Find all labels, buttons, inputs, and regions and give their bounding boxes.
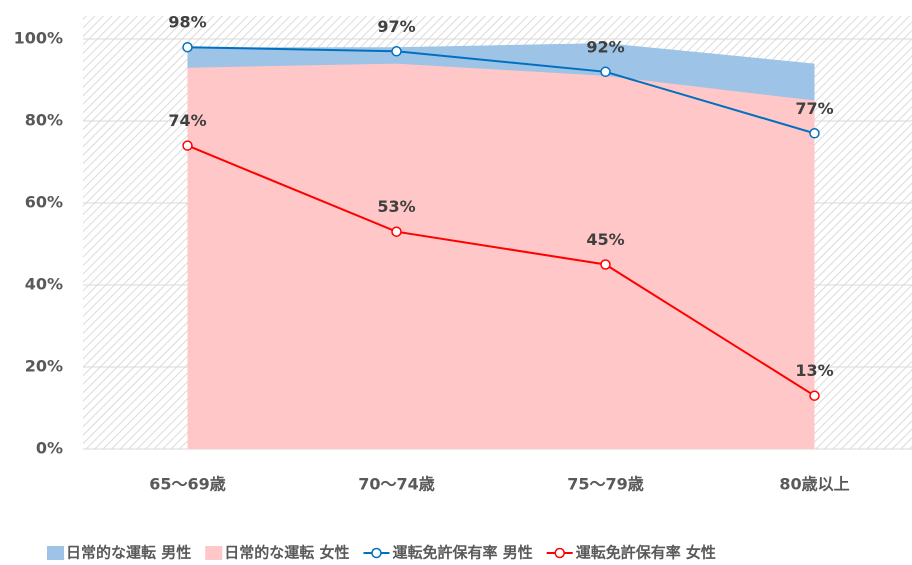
line xyxy=(187,144,816,397)
point xyxy=(809,390,820,401)
point xyxy=(600,66,611,78)
point xyxy=(809,128,820,139)
data-label: 97% xyxy=(377,17,415,36)
y-tick-label: 0% xyxy=(36,439,63,458)
y-tick-label: 80% xyxy=(25,111,63,130)
legend-label: 運転免許保有率 女性 xyxy=(576,544,716,562)
legend-swatch xyxy=(205,546,223,560)
data-label: 74% xyxy=(168,111,206,130)
legend-marker xyxy=(554,547,565,559)
y-tick-label: 60% xyxy=(25,193,63,212)
data-label: 13% xyxy=(795,361,833,380)
area xyxy=(187,63,815,449)
data-label: 77% xyxy=(795,99,833,118)
point xyxy=(182,41,193,53)
data-label: 92% xyxy=(586,37,624,56)
x-tick-label: 75〜79歳 xyxy=(567,475,644,494)
legend-label: 日常的な運転 男性 xyxy=(66,544,191,562)
point xyxy=(391,46,402,57)
x-tick-label: 80歳以上 xyxy=(779,475,849,494)
y-tick-label: 100% xyxy=(14,29,63,48)
legend-label: 運転免許保有率 男性 xyxy=(392,544,532,562)
point xyxy=(182,140,193,151)
line xyxy=(187,46,815,135)
y-tick-label: 20% xyxy=(25,357,63,376)
point xyxy=(600,259,611,270)
data-label: 53% xyxy=(377,197,415,216)
data-label: 45% xyxy=(586,230,624,249)
x-tick-label: 70〜74歳 xyxy=(358,475,435,494)
legend-marker xyxy=(371,547,382,559)
y-tick-label: 40% xyxy=(25,275,63,294)
data-label: 98% xyxy=(168,13,206,32)
point xyxy=(391,226,402,237)
legend-label: 日常的な運転 女性 xyxy=(224,544,349,562)
x-tick-label: 65〜69歳 xyxy=(149,475,226,494)
legend-swatch xyxy=(47,546,64,560)
